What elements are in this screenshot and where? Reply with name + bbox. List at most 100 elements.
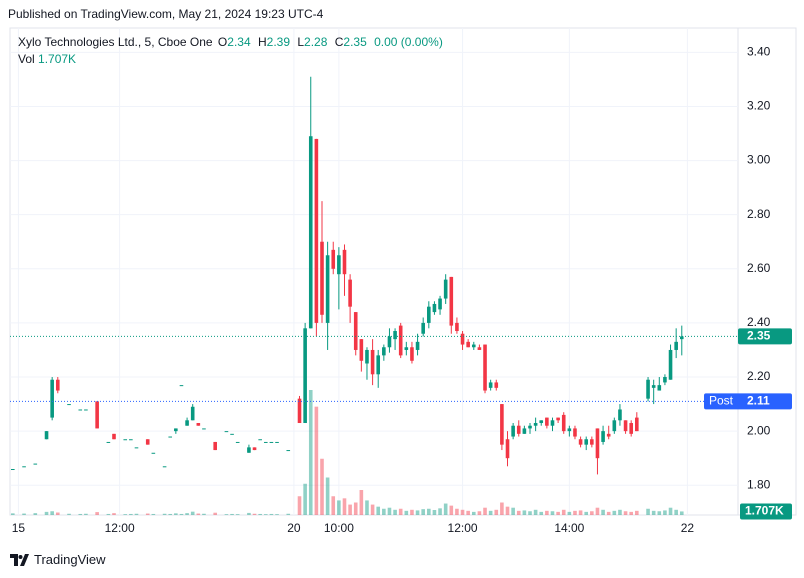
candle-body bbox=[263, 441, 268, 443]
candle-body bbox=[353, 312, 358, 350]
candle-body bbox=[488, 382, 493, 388]
candle-body bbox=[623, 420, 628, 432]
x-tick-label: 22 bbox=[681, 521, 695, 535]
candle-body bbox=[573, 428, 577, 437]
candle-body bbox=[455, 322, 459, 332]
candle-body bbox=[44, 431, 49, 440]
volume-bar bbox=[528, 511, 532, 515]
volume-bar bbox=[258, 513, 262, 515]
volume-bar bbox=[539, 511, 544, 515]
candle-body bbox=[449, 276, 454, 326]
candle-body bbox=[404, 347, 409, 350]
candle-body bbox=[174, 428, 178, 432]
candle-body bbox=[235, 441, 240, 443]
volume-bar bbox=[646, 508, 650, 515]
volume-bar bbox=[618, 509, 622, 515]
volume-bar bbox=[455, 508, 459, 515]
candle-body bbox=[516, 425, 521, 434]
volume-bar bbox=[427, 508, 431, 515]
candle-body bbox=[252, 447, 257, 451]
close-value: 2.35 bbox=[343, 35, 367, 49]
volume-bar bbox=[179, 513, 184, 515]
volume-bar bbox=[488, 510, 493, 515]
volume-bar bbox=[370, 504, 375, 515]
volume-bar bbox=[505, 506, 510, 515]
x-tick-label: 14:00 bbox=[554, 521, 584, 535]
candle-body bbox=[297, 398, 302, 424]
volume-bar bbox=[168, 513, 173, 515]
volume-bar bbox=[22, 513, 26, 515]
post-price-label: 2.11 bbox=[747, 394, 770, 408]
high-label: H bbox=[257, 35, 267, 49]
volume-bar bbox=[275, 514, 279, 515]
volume-bar bbox=[533, 509, 538, 515]
volume-bar bbox=[606, 511, 611, 515]
volume-bar bbox=[174, 513, 178, 515]
candle-body bbox=[359, 339, 364, 361]
candle-body bbox=[471, 344, 476, 348]
candle-body bbox=[134, 447, 139, 449]
candle-body bbox=[78, 409, 83, 411]
volume-bar bbox=[393, 509, 397, 515]
candle-body bbox=[348, 279, 352, 307]
volume-bar bbox=[376, 506, 381, 515]
volume-bar bbox=[67, 513, 71, 515]
candle-body bbox=[106, 441, 111, 443]
volume-bar bbox=[263, 514, 268, 515]
candle-body bbox=[567, 428, 572, 432]
volume-bar bbox=[449, 505, 454, 515]
logo bbox=[10, 553, 29, 566]
candle-body bbox=[162, 466, 167, 468]
y-tick-label: 3.40 bbox=[747, 45, 771, 59]
candle-body bbox=[168, 436, 173, 438]
brand: TradingView bbox=[34, 552, 106, 567]
volume-bar bbox=[432, 510, 437, 515]
volume-bar bbox=[342, 498, 347, 515]
candle-body bbox=[460, 333, 465, 345]
open-value: 2.34 bbox=[227, 35, 251, 49]
candle-body bbox=[202, 428, 206, 430]
candle-body bbox=[145, 439, 150, 445]
candle-body bbox=[674, 341, 678, 350]
high-value: 2.39 bbox=[266, 35, 290, 49]
candle-body bbox=[247, 447, 251, 453]
candle-body bbox=[477, 347, 482, 350]
volume-bar bbox=[224, 514, 229, 515]
y-tick-label: 2.40 bbox=[747, 315, 771, 329]
volume-bar bbox=[663, 510, 667, 515]
candle-body bbox=[112, 433, 116, 440]
candle-body bbox=[533, 423, 538, 426]
volume-bar bbox=[404, 510, 409, 515]
volume-bar bbox=[674, 509, 678, 515]
volume-bar bbox=[123, 514, 128, 515]
candle-body bbox=[196, 423, 201, 426]
candle-body bbox=[67, 404, 71, 406]
candle-body bbox=[185, 420, 189, 426]
volume-bar bbox=[308, 390, 313, 515]
volume-bar bbox=[348, 504, 352, 515]
x-tick-label: 12:00 bbox=[105, 521, 135, 535]
candle-body bbox=[393, 331, 397, 340]
volume-bar bbox=[522, 510, 527, 515]
candle-body bbox=[483, 344, 487, 391]
candle-body bbox=[398, 325, 403, 356]
volume-bar bbox=[78, 513, 83, 515]
volume-bar bbox=[623, 511, 628, 515]
candle-body bbox=[606, 433, 611, 437]
volume-bar bbox=[44, 511, 49, 515]
post-tag: Post bbox=[709, 394, 734, 408]
volume-bar bbox=[443, 503, 448, 515]
candle-body bbox=[55, 379, 60, 391]
candle-body bbox=[432, 303, 437, 313]
candle-body bbox=[466, 341, 470, 348]
candle-body bbox=[230, 433, 234, 435]
candle-body bbox=[213, 441, 217, 451]
candle-body bbox=[505, 439, 510, 459]
volume-bar bbox=[325, 477, 330, 515]
change-value: 0.00 (0.00%) bbox=[374, 35, 443, 49]
volume-bar bbox=[134, 513, 139, 515]
volume-bar bbox=[314, 406, 319, 515]
candle-body bbox=[545, 417, 549, 426]
